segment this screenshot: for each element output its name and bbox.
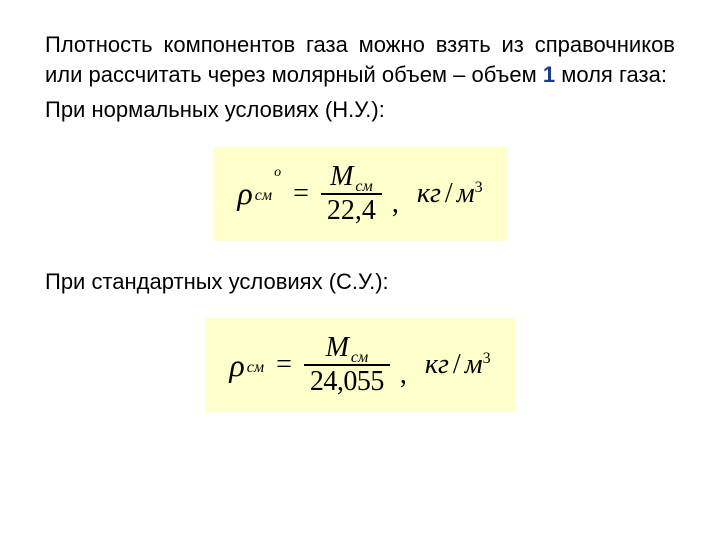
comma-2: ,: [400, 359, 407, 391]
paragraph-standard-conditions: При стандартных условиях (С.У.):: [45, 267, 675, 297]
den-1: 22,4: [321, 195, 382, 227]
num-M-1: M: [330, 161, 353, 192]
num-sub-2: см: [351, 349, 368, 366]
slash-2: /: [453, 349, 461, 380]
num-sub-1: см: [355, 178, 372, 195]
fraction-1: Mсм 22,4: [321, 161, 382, 227]
highlight-one: 1: [543, 62, 555, 87]
cube-2: 3: [483, 350, 491, 367]
formula-normal: ρ см о = Mсм 22,4 , кг/м3: [213, 147, 506, 241]
rho-symbol: ρ: [237, 175, 252, 212]
unit-m-1: м: [457, 178, 475, 209]
comma-1: ,: [392, 188, 399, 220]
rho-sub-2: см: [247, 359, 264, 377]
num-M-2: M: [326, 332, 349, 363]
slash-1: /: [445, 178, 453, 209]
unit-kg-1: кг: [417, 178, 441, 209]
unit-kg-2: кг: [425, 349, 449, 380]
den-2: 24,055: [304, 366, 390, 398]
equals-1: =: [293, 178, 309, 210]
rho-symbol-2: ρ: [229, 347, 244, 384]
formula-1-content: ρ см о = Mсм 22,4 , кг/м3: [237, 161, 482, 227]
unit-m-2: м: [465, 349, 483, 380]
rho-sub: см: [255, 187, 272, 205]
rho-sup: о: [274, 165, 281, 181]
intro-text-2: моля газа:: [555, 62, 667, 87]
fraction-2: Mсм 24,055: [304, 332, 390, 398]
paragraph-normal-conditions: При нормальных условиях (Н.У.):: [45, 95, 675, 125]
formula-2-content: ρ см = Mсм 24,055 , кг/м3: [229, 332, 490, 398]
formula-standard: ρ см = Mсм 24,055 , кг/м3: [205, 318, 514, 412]
equals-2: =: [276, 349, 292, 381]
paragraph-intro: Плотность компонентов газа можно взять и…: [45, 30, 675, 89]
cube-1: 3: [475, 179, 483, 196]
